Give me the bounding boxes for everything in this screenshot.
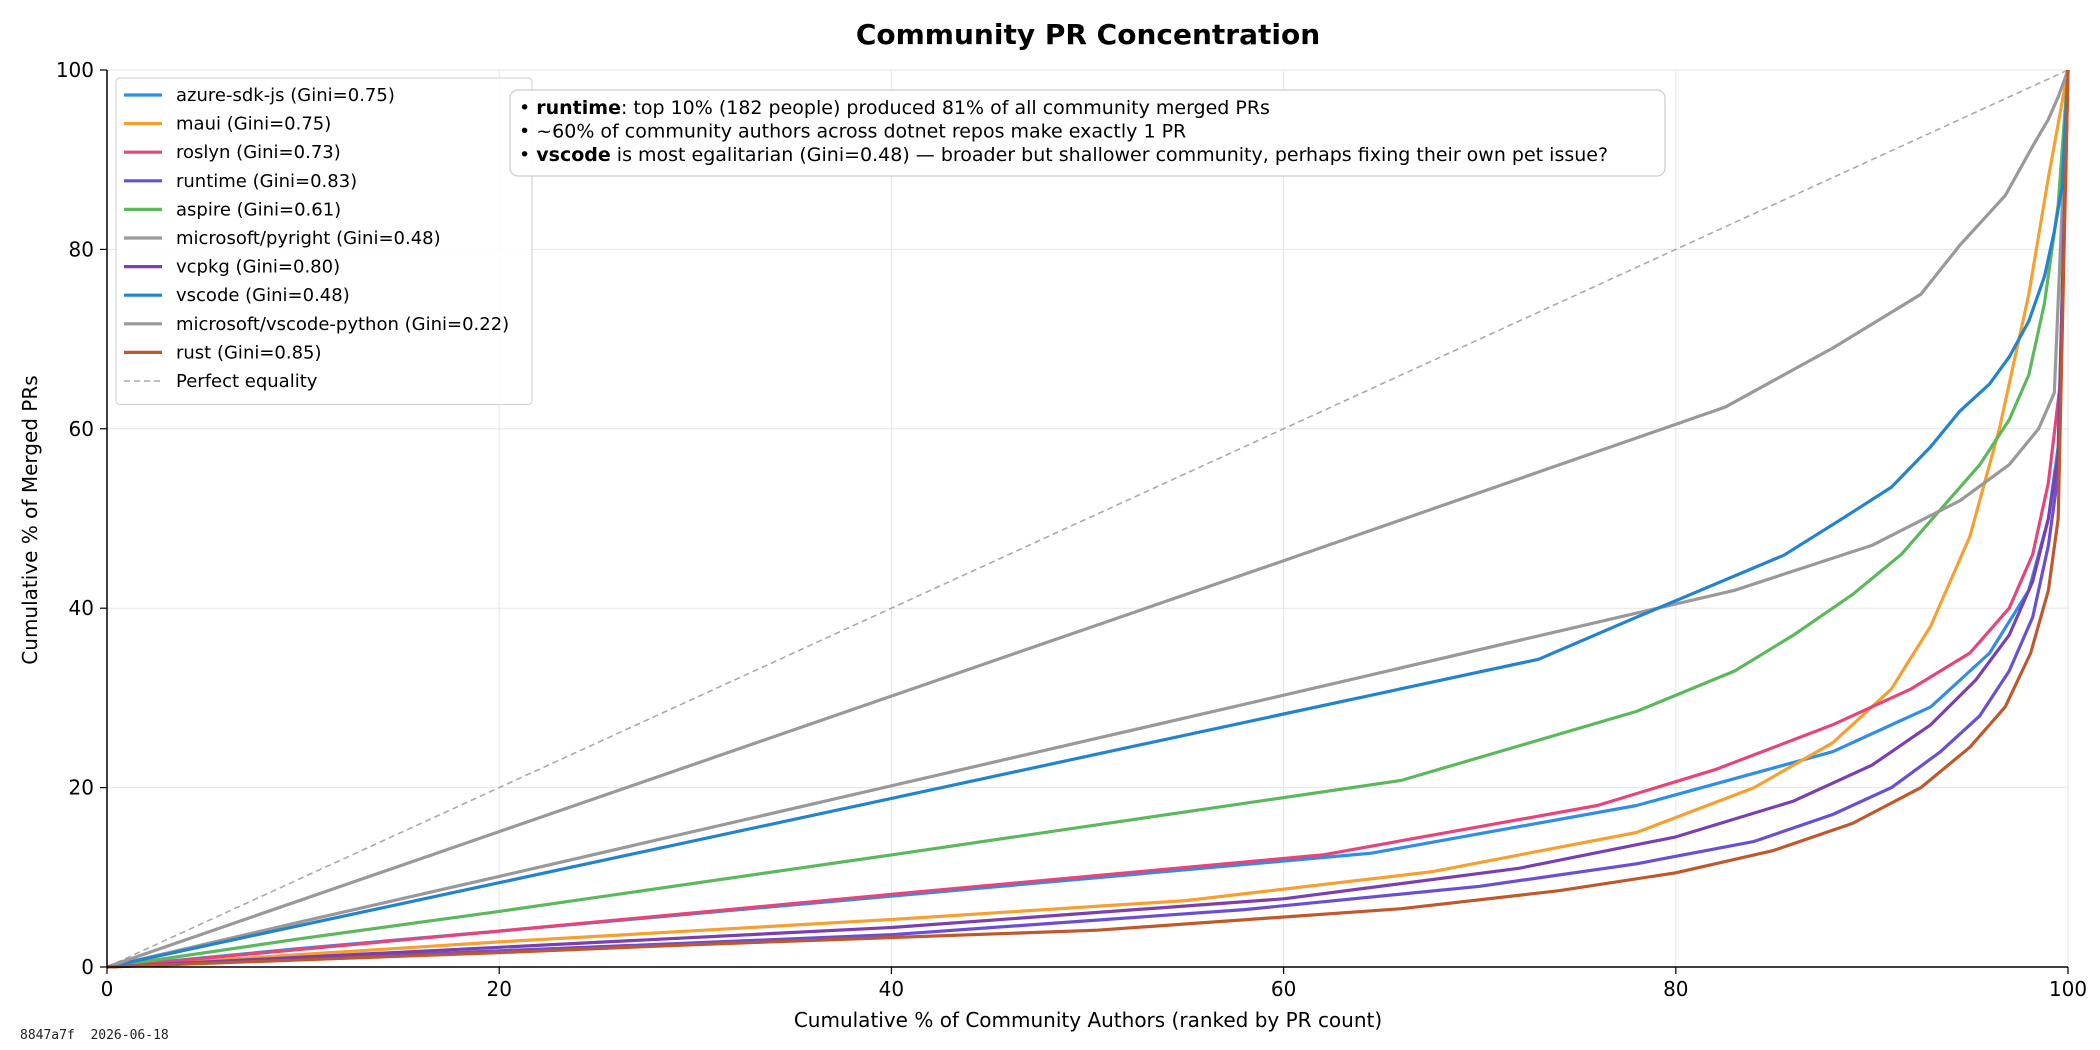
x-tick-label: 60 (1271, 977, 1296, 1001)
tick-labels: 0 20 40 60 80 100 0 20 40 60 80 100 (56, 58, 2087, 1001)
legend-label: vcpkg (Gini=0.80) (176, 257, 340, 278)
chart-title: Community PR Concentration (856, 18, 1320, 51)
x-tick-label: 100 (2049, 977, 2087, 1001)
footer-hash: 8847a7f (20, 1028, 75, 1043)
legend-label: maui (Gini=0.75) (176, 114, 331, 135)
annotation-line: • vscode is most egalitarian (Gini=0.48)… (519, 144, 1608, 166)
series-line-runtime (106, 69, 2070, 969)
legend-item: runtime (Gini=0.83) (124, 171, 357, 192)
series-line-microsoft-pyright (106, 69, 2070, 969)
legend-label: rust (Gini=0.85) (176, 342, 322, 363)
series-lines (106, 69, 2070, 969)
x-tick-label: 80 (1663, 977, 1688, 1001)
legend-item: aspire (Gini=0.61) (124, 199, 341, 220)
legend-item: microsoft/vscode-python (Gini=0.22) (124, 314, 509, 335)
series-line-vcpkg (106, 69, 2070, 969)
y-tick-label: 40 (69, 596, 94, 620)
x-tick-label: 0 (101, 977, 114, 1001)
x-axis-label: Cumulative % of Community Authors (ranke… (794, 1008, 1382, 1032)
legend-frame (115, 77, 533, 406)
series-line-vscode (106, 69, 2070, 969)
series-line-microsoft-vscode-python (106, 69, 2070, 969)
series-line-rust (106, 69, 2070, 969)
legend-item: azure-sdk-js (Gini=0.75) (124, 85, 395, 106)
legend-label: azure-sdk-js (Gini=0.75) (176, 85, 395, 106)
legend-item: vscode (Gini=0.48) (124, 285, 350, 306)
y-axis-label: Cumulative % of Merged PRs (18, 375, 42, 664)
annotation-box: • runtime: top 10% (182 people) produced… (509, 89, 1666, 177)
legend-item: rust (Gini=0.85) (124, 342, 322, 363)
annotation-line: • ~60% of community authors across dotne… (519, 121, 1186, 143)
legend-label: microsoft/vscode-python (Gini=0.22) (176, 314, 509, 335)
y-tick-label: 100 (56, 58, 94, 82)
legend-label: runtime (Gini=0.83) (176, 171, 357, 192)
y-tick-label: 0 (81, 955, 94, 979)
series-line-maui (106, 69, 2070, 969)
legend-item: roslyn (Gini=0.73) (124, 142, 341, 163)
footer-stamp: 8847a7f 2026-06-18 (20, 1028, 169, 1043)
legend-label: microsoft/pyright (Gini=0.48) (176, 228, 441, 249)
footer-date: 2026-06-18 (90, 1028, 169, 1043)
legend-label: vscode (Gini=0.48) (176, 285, 350, 306)
annotation-frame (509, 89, 1666, 177)
axes (106, 70, 2068, 968)
legend-item: vcpkg (Gini=0.80) (124, 257, 340, 278)
legend-item: microsoft/pyright (Gini=0.48) (124, 228, 441, 249)
legend-label: Perfect equality (176, 371, 318, 392)
x-tick-label: 20 (486, 977, 511, 1001)
legend-label: roslyn (Gini=0.73) (176, 142, 341, 163)
legend-item: maui (Gini=0.75) (124, 114, 331, 135)
y-tick-label: 60 (69, 417, 94, 441)
x-tick-label: 40 (879, 977, 904, 1001)
legend-item: Perfect equality (124, 371, 318, 392)
y-tick-label: 80 (69, 237, 94, 261)
legend-label: aspire (Gini=0.61) (176, 199, 341, 220)
series-line-roslyn (106, 69, 2070, 969)
y-tick-label: 20 (69, 776, 94, 800)
series-line-aspire (106, 69, 2070, 969)
annotation-line: • runtime: top 10% (182 people) produced… (519, 97, 1270, 119)
legend: azure-sdk-js (Gini=0.75) maui (Gini=0.75)… (115, 77, 533, 406)
